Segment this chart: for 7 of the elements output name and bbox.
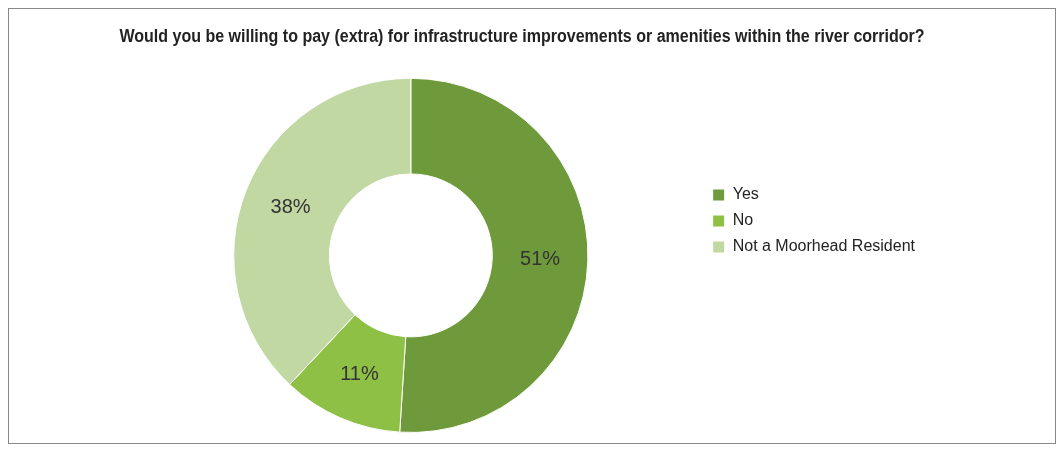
legend-label: Yes (732, 185, 759, 203)
legend-label: No (732, 211, 754, 229)
legend-label: Not a Moorhead Resident (732, 237, 916, 255)
data-label: 38% (270, 195, 311, 218)
chart-title: Would you be willing to pay (extra) for infrastructure improvements or amenities within the river corridor? (119, 24, 925, 46)
data-label: 51% (520, 246, 561, 269)
data-label: 11% (340, 361, 379, 384)
